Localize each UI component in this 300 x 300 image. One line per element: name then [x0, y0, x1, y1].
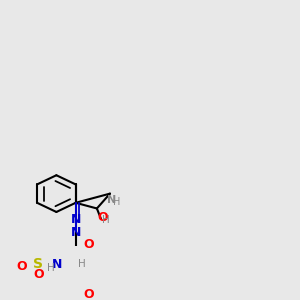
Text: O: O — [16, 260, 27, 273]
Text: N: N — [107, 196, 117, 206]
Text: O: O — [83, 288, 94, 300]
Text: N: N — [70, 226, 81, 239]
Text: O: O — [97, 212, 107, 224]
Text: O: O — [33, 268, 44, 281]
Text: H: H — [113, 197, 121, 207]
Text: N: N — [52, 258, 62, 271]
Text: H: H — [103, 215, 110, 225]
Text: H: H — [78, 259, 86, 269]
Text: S: S — [33, 257, 43, 271]
Text: N: N — [70, 213, 81, 226]
Text: O: O — [84, 238, 94, 251]
Text: H: H — [47, 263, 55, 273]
